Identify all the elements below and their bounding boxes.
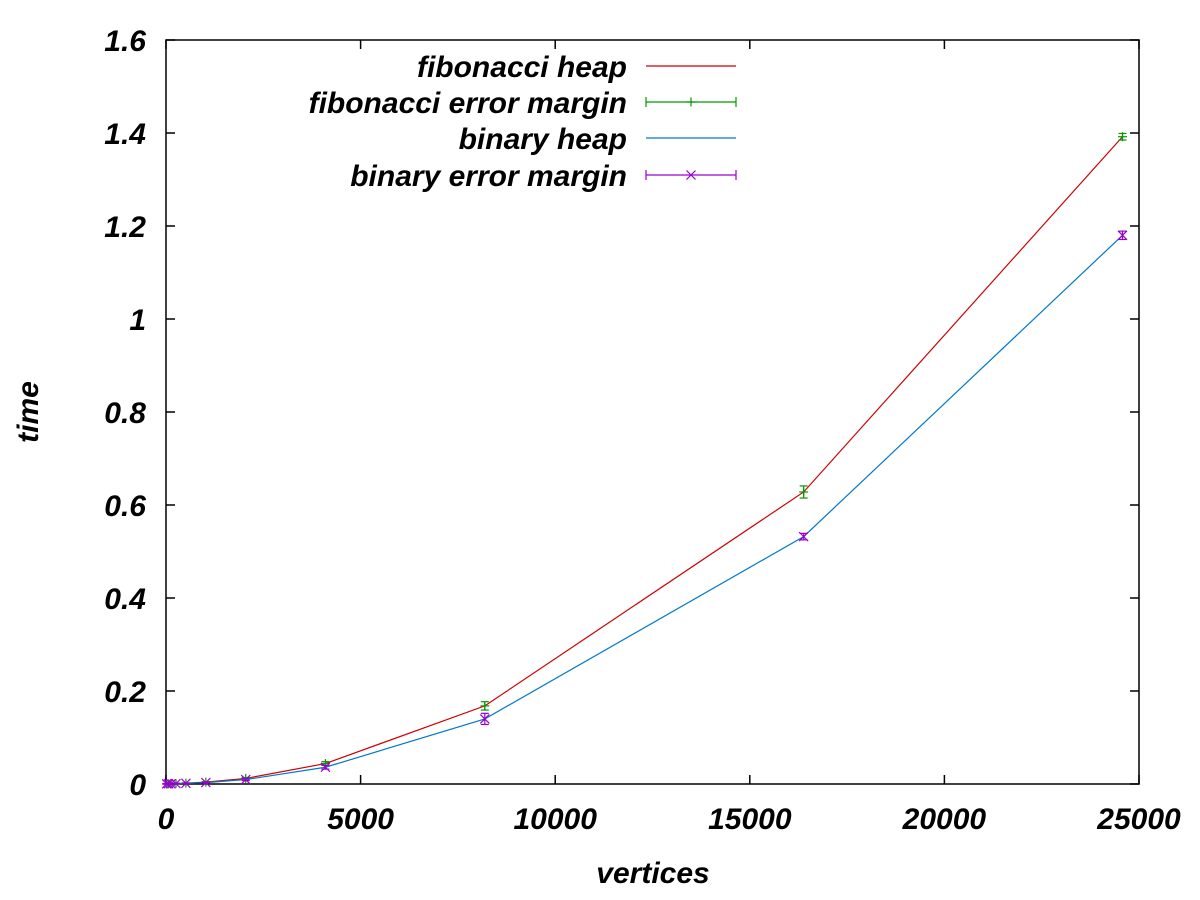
y-tick-label: 0.2 <box>104 676 146 709</box>
plot-area <box>161 39 1140 789</box>
series-line <box>166 234 1123 785</box>
series-binary-error-margin <box>161 230 1128 789</box>
legend-entry: fibonacci error margin <box>309 87 737 120</box>
y-axis-label: time <box>12 381 45 443</box>
legend-label: fibonacci heap <box>417 51 627 84</box>
legend-label: binary error margin <box>350 160 627 193</box>
legend-marker <box>686 170 696 180</box>
data-point <box>171 778 181 789</box>
series-fibonacci-error-margin <box>162 132 1127 789</box>
axis-ticks <box>165 39 1140 785</box>
y-tick-label: 1.2 <box>104 211 146 244</box>
legend-entry: fibonacci heap <box>417 51 736 84</box>
y-tick-label: 1 <box>129 304 146 337</box>
data-point <box>1117 230 1128 241</box>
plot-frame <box>165 39 1140 785</box>
data-point <box>479 713 490 724</box>
y-tick-label: 0.4 <box>104 583 146 616</box>
series-line <box>166 136 1123 785</box>
y-tick-label: 0.6 <box>104 490 146 523</box>
x-tick-label: 10000 <box>513 803 597 836</box>
x-tick-label: 20000 <box>902 803 987 836</box>
legend-entry: binary heap <box>459 123 736 156</box>
x-tick-label: 25000 <box>1096 803 1181 836</box>
x-tick-label: 0 <box>158 803 175 836</box>
y-tick-label: 0.8 <box>104 397 146 430</box>
data-point <box>200 777 211 788</box>
x-axis-label: vertices <box>596 857 709 890</box>
legend-label: fibonacci error margin <box>309 87 627 120</box>
tick-labels: 0 5000 10000 15000 20000 25000 0 0.2 0.4 0.6 0.8 1 1… <box>104 25 1181 836</box>
x-tick-label: 5000 <box>327 803 394 836</box>
data-point <box>320 762 331 773</box>
series-layer <box>161 132 1128 789</box>
data-point <box>798 531 809 542</box>
series-binary-heap <box>166 234 1123 785</box>
y-tick-label: 1.6 <box>104 25 146 58</box>
legend-entry: binary error margin <box>350 160 737 193</box>
x-tick-label: 15000 <box>708 803 792 836</box>
data-point <box>166 778 176 789</box>
y-tick-label: 0 <box>129 769 146 802</box>
data-point <box>181 778 191 789</box>
series-fibonacci-heap <box>166 136 1123 785</box>
legend-label: binary heap <box>459 123 627 156</box>
y-tick-label: 1.4 <box>104 118 146 151</box>
data-point <box>240 774 251 785</box>
